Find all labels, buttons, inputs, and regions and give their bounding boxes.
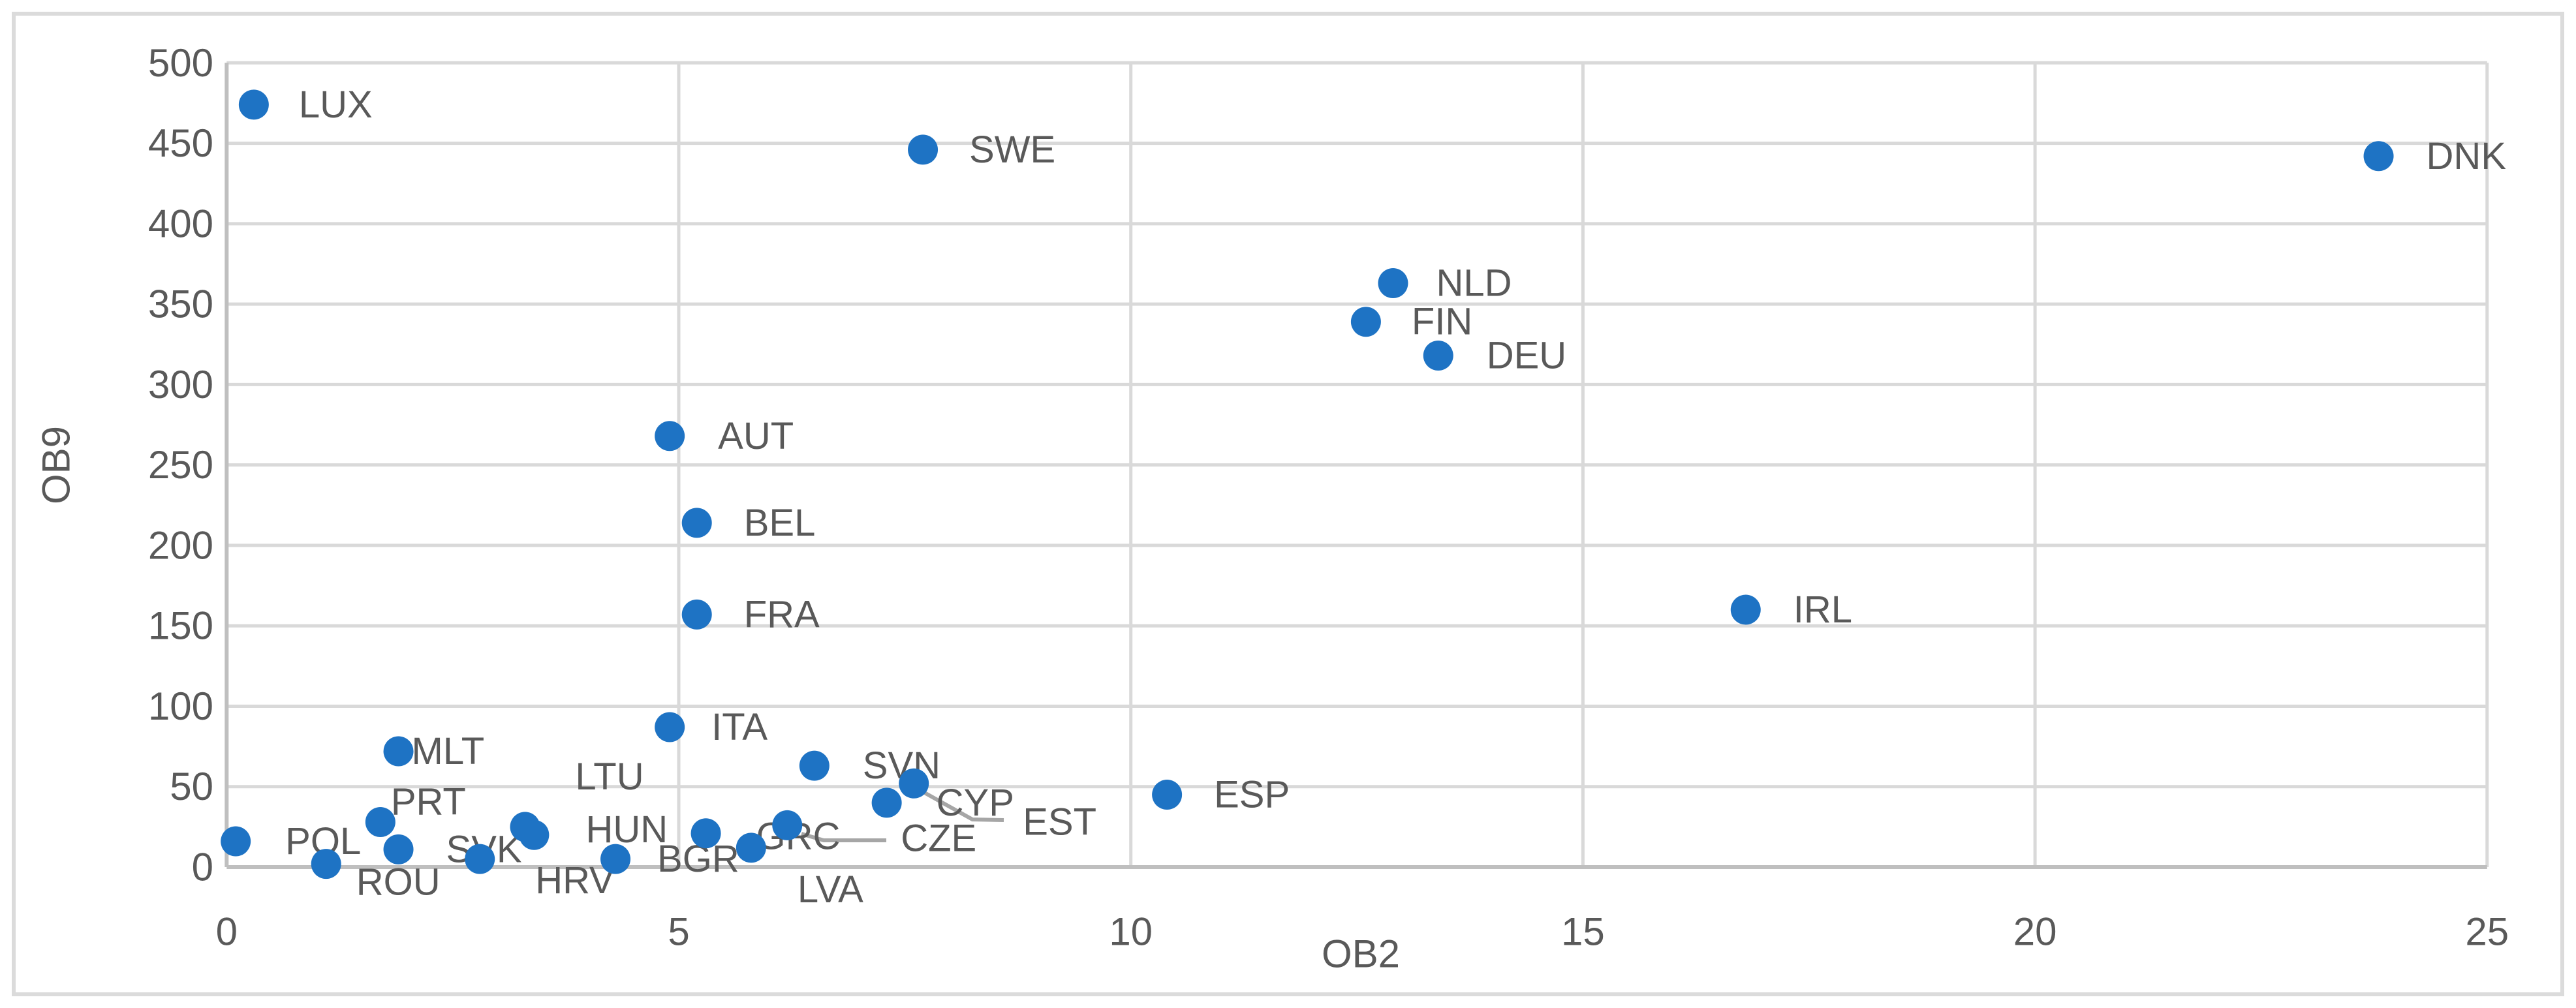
data-point-CYP[interactable] <box>871 787 902 818</box>
y-tick-label: 450 <box>148 121 213 165</box>
x-tick-label: 15 <box>1561 910 1605 954</box>
data-label-LVA: LVA <box>798 868 863 911</box>
data-label-FRA: FRA <box>744 593 820 635</box>
data-label-MLT: MLT <box>412 730 485 772</box>
data-label-DEU: DEU <box>1487 335 1566 377</box>
data-label-HRV: HRV <box>535 859 615 902</box>
x-axis-title: OB2 <box>1322 932 1400 976</box>
x-tick-label: 25 <box>2465 910 2509 954</box>
y-tick-label: 150 <box>148 604 213 648</box>
data-point-CZE[interactable] <box>772 810 803 840</box>
data-point-BGR[interactable] <box>600 844 631 874</box>
data-point-LVA[interactable] <box>736 832 766 863</box>
x-tick-label: 20 <box>2013 910 2057 954</box>
data-label-ROU: ROU <box>356 861 441 904</box>
data-point-GRC[interactable] <box>691 818 721 849</box>
y-tick-label: 50 <box>170 765 213 808</box>
y-tick-label: 400 <box>148 202 213 245</box>
y-tick-label: 350 <box>148 283 213 326</box>
data-point-SVK[interactable] <box>383 834 414 864</box>
data-label-LTU: LTU <box>575 756 644 798</box>
data-point-ESP[interactable] <box>1152 780 1183 810</box>
data-point-IRL[interactable] <box>1730 594 1761 625</box>
data-point-SVN[interactable] <box>799 750 830 781</box>
data-point-EST[interactable] <box>899 768 929 799</box>
data-point-POL[interactable] <box>221 826 251 857</box>
y-tick-label: 250 <box>148 443 213 487</box>
data-point-PRT[interactable] <box>365 806 396 837</box>
data-point-NLD[interactable] <box>1378 268 1408 299</box>
data-point-MLT[interactable] <box>383 736 414 767</box>
data-point-ROU[interactable] <box>311 849 341 879</box>
data-point-DEU[interactable] <box>1423 341 1453 371</box>
data-point-BEL[interactable] <box>681 508 712 538</box>
data-label-AUT: AUT <box>718 415 794 457</box>
data-label-ITA: ITA <box>711 706 768 748</box>
data-point-AUT[interactable] <box>655 421 685 451</box>
y-tick-label: 300 <box>148 363 213 406</box>
x-tick-label: 10 <box>1109 910 1153 954</box>
y-tick-label: 500 <box>148 41 213 85</box>
data-point-DNK[interactable] <box>2363 141 2394 172</box>
data-point-SWE[interactable] <box>908 134 939 165</box>
data-point-ITA[interactable] <box>655 712 685 742</box>
data-label-ESP: ESP <box>1214 774 1290 816</box>
data-point-FIN[interactable] <box>1350 307 1381 337</box>
y-tick-label: 100 <box>148 684 213 728</box>
data-label-HUN: HUN <box>585 808 668 851</box>
data-point-HRV[interactable] <box>465 844 495 874</box>
chart-border <box>12 12 2564 996</box>
data-label-CYP: CYP <box>937 782 1014 824</box>
leader-line-CZE <box>801 832 886 842</box>
x-tick-label: 5 <box>668 910 689 954</box>
data-label-DNK: DNK <box>2427 135 2507 177</box>
y-axis-title: OB9 <box>35 426 78 504</box>
y-tick-label: 0 <box>192 846 213 889</box>
data-label-FIN: FIN <box>1412 301 1472 343</box>
data-label-CZE: CZE <box>901 817 976 859</box>
data-label-EST: EST <box>1023 801 1096 843</box>
data-label-PRT: PRT <box>391 780 466 823</box>
data-point-LUX[interactable] <box>238 89 269 120</box>
data-label-NLD: NLD <box>1436 262 1512 305</box>
data-label-BEL: BEL <box>744 502 816 544</box>
leader-line-EST <box>921 789 1004 822</box>
data-label-IRL: IRL <box>1793 588 1852 631</box>
data-point-FRA[interactable] <box>681 599 712 630</box>
data-point-LTU[interactable] <box>519 819 550 850</box>
data-label-LUX: LUX <box>299 84 373 126</box>
x-tick-label: 0 <box>216 910 238 954</box>
y-tick-label: 200 <box>148 523 213 567</box>
data-label-SWE: SWE <box>969 129 1055 171</box>
